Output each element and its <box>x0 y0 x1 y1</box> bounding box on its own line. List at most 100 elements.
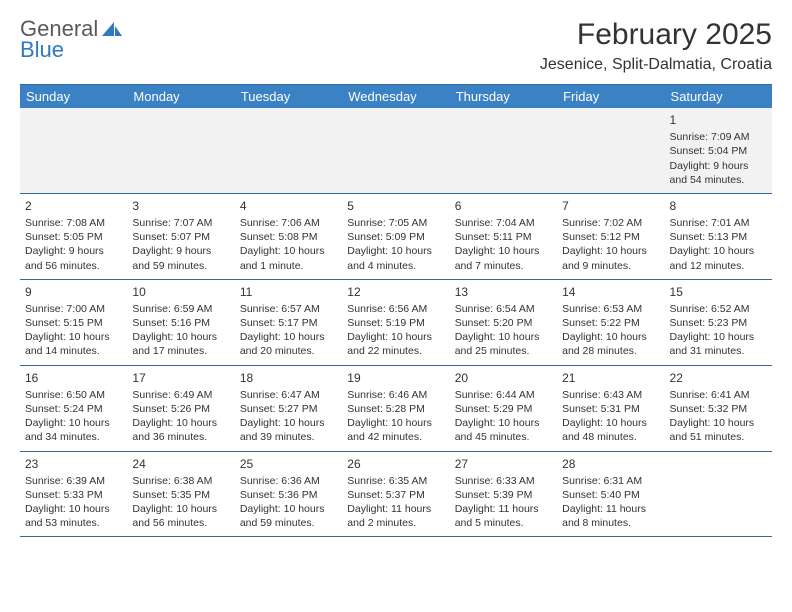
sunset-line: Sunset: 5:07 PM <box>132 230 229 244</box>
sunrise-line: Sunrise: 6:54 AM <box>455 302 552 316</box>
day-cell: 28Sunrise: 6:31 AMSunset: 5:40 PMDayligh… <box>557 452 664 537</box>
sail-icon <box>102 20 122 41</box>
day-number: 14 <box>562 284 659 300</box>
sunrise-line: Sunrise: 6:49 AM <box>132 388 229 402</box>
daylight-line: Daylight: 10 hours and 51 minutes. <box>670 416 767 444</box>
day-number: 17 <box>132 370 229 386</box>
sunset-line: Sunset: 5:40 PM <box>562 488 659 502</box>
day-cell: 7 Sunrise: 7:02 AMSunset: 5:12 PMDaylight… <box>557 194 664 279</box>
day-cell: 10Sunrise: 6:59 AMSunset: 5:16 PMDayligh… <box>127 280 234 365</box>
empty-day <box>20 108 127 193</box>
day-number: 5 <box>347 198 444 214</box>
sunrise-line: Sunrise: 6:31 AM <box>562 474 659 488</box>
sunrise-line: Sunrise: 7:02 AM <box>562 216 659 230</box>
daylight-line: Daylight: 10 hours and 53 minutes. <box>25 502 122 530</box>
daylight-line: Daylight: 10 hours and 25 minutes. <box>455 330 552 358</box>
sunset-line: Sunset: 5:17 PM <box>240 316 337 330</box>
daylight-line: Daylight: 10 hours and 42 minutes. <box>347 416 444 444</box>
day-cell: 18Sunrise: 6:47 AMSunset: 5:27 PMDayligh… <box>235 366 342 451</box>
daylight-line: Daylight: 10 hours and 20 minutes. <box>240 330 337 358</box>
day-number: 2 <box>25 198 122 214</box>
day-number: 12 <box>347 284 444 300</box>
daylight-line: Daylight: 9 hours and 54 minutes. <box>670 159 767 187</box>
day-cell: 16Sunrise: 6:50 AMSunset: 5:24 PMDayligh… <box>20 366 127 451</box>
day-cell: 22Sunrise: 6:41 AMSunset: 5:32 PMDayligh… <box>665 366 772 451</box>
sunrise-line: Sunrise: 6:41 AM <box>670 388 767 402</box>
sunset-line: Sunset: 5:08 PM <box>240 230 337 244</box>
day-number: 18 <box>240 370 337 386</box>
sunrise-line: Sunrise: 6:35 AM <box>347 474 444 488</box>
sunset-line: Sunset: 5:22 PM <box>562 316 659 330</box>
daylight-line: Daylight: 10 hours and 7 minutes. <box>455 244 552 272</box>
sunrise-line: Sunrise: 6:44 AM <box>455 388 552 402</box>
location-subtitle: Jesenice, Split-Dalmatia, Croatia <box>540 56 772 74</box>
daylight-line: Daylight: 10 hours and 14 minutes. <box>25 330 122 358</box>
calendar: SundayMondayTuesdayWednesdayThursdayFrid… <box>20 84 772 537</box>
sunset-line: Sunset: 5:39 PM <box>455 488 552 502</box>
day-number: 1 <box>670 112 767 128</box>
sunrise-line: Sunrise: 6:52 AM <box>670 302 767 316</box>
day-number: 4 <box>240 198 337 214</box>
day-number: 25 <box>240 456 337 472</box>
day-header: Thursday <box>450 85 557 108</box>
day-number: 7 <box>562 198 659 214</box>
empty-day <box>557 108 664 193</box>
day-number: 20 <box>455 370 552 386</box>
day-number: 16 <box>25 370 122 386</box>
day-header: Friday <box>557 85 664 108</box>
sunset-line: Sunset: 5:35 PM <box>132 488 229 502</box>
day-header: Sunday <box>20 85 127 108</box>
week-row: 2Sunrise: 7:08 AMSunset: 5:05 PMDaylight… <box>20 194 772 280</box>
daylight-line: Daylight: 10 hours and 9 minutes. <box>562 244 659 272</box>
day-number: 10 <box>132 284 229 300</box>
daylight-line: Daylight: 10 hours and 36 minutes. <box>132 416 229 444</box>
month-title: February 2025 <box>540 18 772 52</box>
daylight-line: Daylight: 11 hours and 5 minutes. <box>455 502 552 530</box>
daylight-line: Daylight: 10 hours and 22 minutes. <box>347 330 444 358</box>
week-row: 16Sunrise: 6:50 AMSunset: 5:24 PMDayligh… <box>20 366 772 452</box>
sunrise-line: Sunrise: 6:33 AM <box>455 474 552 488</box>
day-cell: 17 Sunrise: 6:49 AMSunset: 5:26 PMDayligh… <box>127 366 234 451</box>
sunset-line: Sunset: 5:24 PM <box>25 402 122 416</box>
daylight-line: Daylight: 10 hours and 39 minutes. <box>240 416 337 444</box>
daylight-line: Daylight: 10 hours and 28 minutes. <box>562 330 659 358</box>
sunrise-line: Sunrise: 7:07 AM <box>132 216 229 230</box>
day-number: 8 <box>670 198 767 214</box>
daylight-line: Daylight: 10 hours and 56 minutes. <box>132 502 229 530</box>
day-cell: 20Sunrise: 6:44 AMSunset: 5:29 PMDayligh… <box>450 366 557 451</box>
day-number: 23 <box>25 456 122 472</box>
day-cell: 26Sunrise: 6:35 AMSunset: 5:37 PMDayligh… <box>342 452 449 537</box>
sunset-line: Sunset: 5:12 PM <box>562 230 659 244</box>
day-number: 13 <box>455 284 552 300</box>
empty-day <box>450 108 557 193</box>
sunset-line: Sunset: 5:26 PM <box>132 402 229 416</box>
title-block: February 2025 Jesenice, Split-Dalmatia, … <box>540 18 772 74</box>
day-cell: 2Sunrise: 7:08 AMSunset: 5:05 PMDaylight… <box>20 194 127 279</box>
daylight-line: Daylight: 10 hours and 12 minutes. <box>670 244 767 272</box>
sunrise-line: Sunrise: 6:46 AM <box>347 388 444 402</box>
sunrise-line: Sunrise: 7:08 AM <box>25 216 122 230</box>
sunset-line: Sunset: 5:15 PM <box>25 316 122 330</box>
sunset-line: Sunset: 5:36 PM <box>240 488 337 502</box>
day-cell: 19Sunrise: 6:46 AMSunset: 5:28 PMDayligh… <box>342 366 449 451</box>
daylight-line: Daylight: 11 hours and 2 minutes. <box>347 502 444 530</box>
sunrise-line: Sunrise: 6:39 AM <box>25 474 122 488</box>
sunset-line: Sunset: 5:13 PM <box>670 230 767 244</box>
week-row: 9Sunrise: 7:00 AMSunset: 5:15 PMDaylight… <box>20 280 772 366</box>
daylight-line: Daylight: 9 hours and 56 minutes. <box>25 244 122 272</box>
daylight-line: Daylight: 10 hours and 45 minutes. <box>455 416 552 444</box>
day-cell: 11Sunrise: 6:57 AMSunset: 5:17 PMDayligh… <box>235 280 342 365</box>
day-number: 11 <box>240 284 337 300</box>
sunrise-line: Sunrise: 6:38 AM <box>132 474 229 488</box>
daylight-line: Daylight: 10 hours and 1 minute. <box>240 244 337 272</box>
sunset-line: Sunset: 5:31 PM <box>562 402 659 416</box>
day-number: 15 <box>670 284 767 300</box>
sunrise-line: Sunrise: 6:56 AM <box>347 302 444 316</box>
day-header: Wednesday <box>342 85 449 108</box>
day-cell: 25Sunrise: 6:36 AMSunset: 5:36 PMDayligh… <box>235 452 342 537</box>
day-cell: 3Sunrise: 7:07 AMSunset: 5:07 PMDaylight… <box>127 194 234 279</box>
sunrise-line: Sunrise: 7:04 AM <box>455 216 552 230</box>
header-bar: General Blue February 2025 Jesenice, Spl… <box>20 18 772 74</box>
sunrise-line: Sunrise: 7:09 AM <box>670 130 767 144</box>
day-header: Monday <box>127 85 234 108</box>
